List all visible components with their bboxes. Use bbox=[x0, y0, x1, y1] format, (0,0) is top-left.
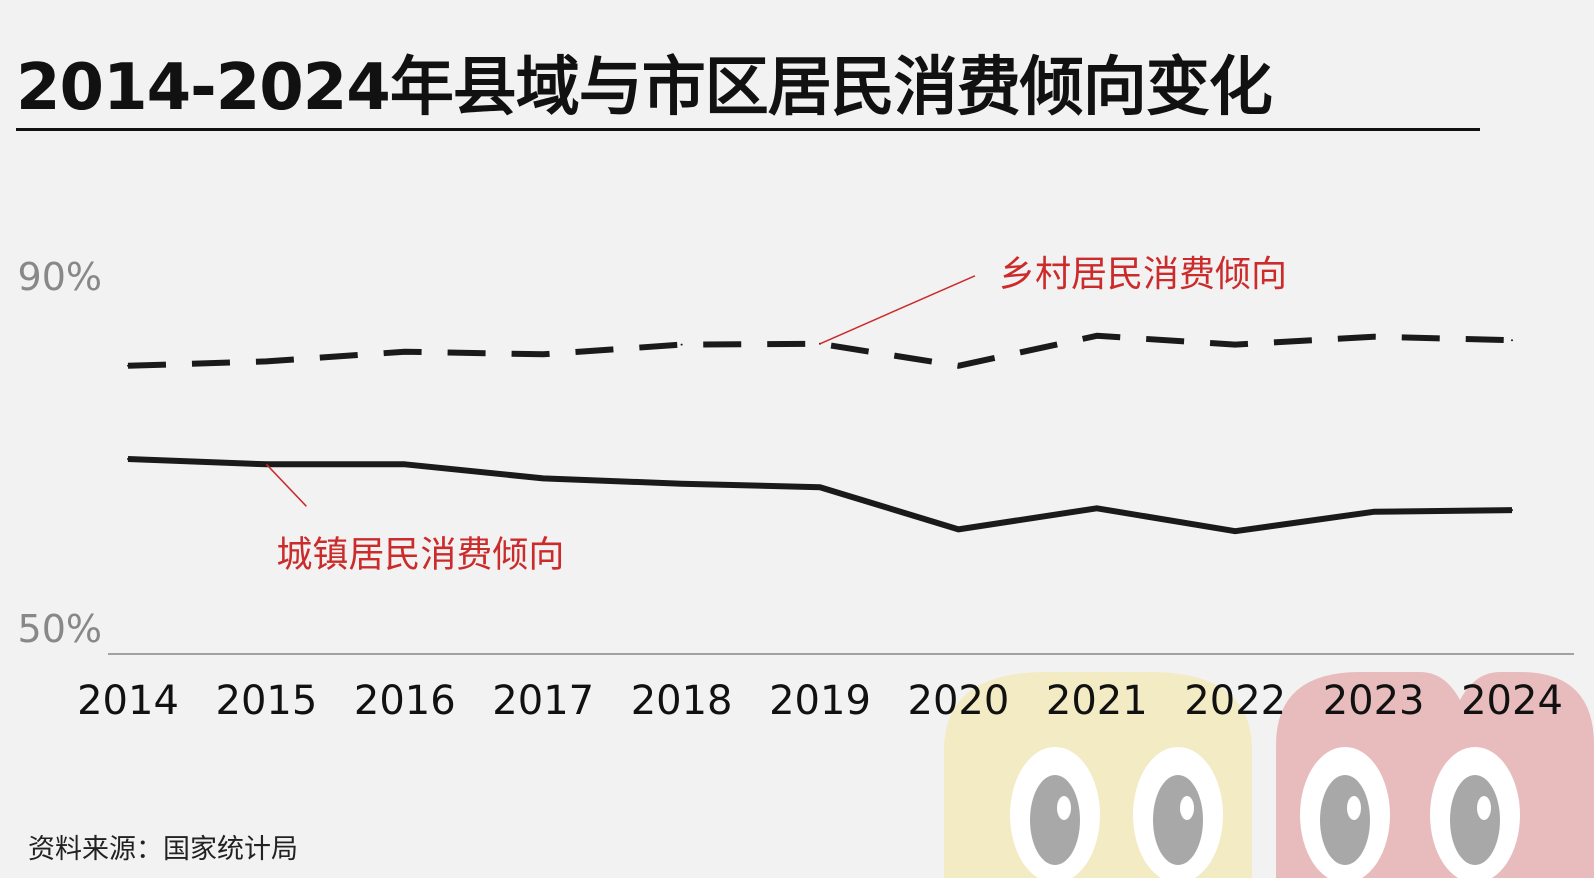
data-point bbox=[680, 343, 683, 346]
x-tick-label: 2023 bbox=[1323, 678, 1425, 724]
x-tick-label: 2024 bbox=[1461, 678, 1563, 724]
mascot-yellow-decoration bbox=[944, 672, 1252, 878]
y-tick-label: 50% bbox=[18, 607, 102, 651]
data-point bbox=[265, 360, 268, 363]
data-point bbox=[1234, 343, 1237, 346]
data-point bbox=[1372, 510, 1375, 513]
data-point bbox=[127, 458, 129, 461]
data-point bbox=[957, 528, 960, 531]
data-point bbox=[403, 463, 406, 466]
x-tick-label: 2017 bbox=[492, 678, 594, 724]
data-point bbox=[403, 350, 406, 353]
x-tick-label: 2016 bbox=[354, 678, 456, 724]
chart-title: 2014-2024年县域与市区居民消费倾向变化 bbox=[16, 51, 1273, 125]
data-point bbox=[680, 482, 683, 485]
x-tick-label: 2018 bbox=[631, 678, 733, 724]
mascot-red-decoration bbox=[1276, 672, 1594, 878]
data-point bbox=[1511, 509, 1513, 512]
rural-series-label: 乡村居民消费倾向 bbox=[999, 254, 1287, 295]
data-point bbox=[1234, 530, 1237, 533]
y-tick-label: 90% bbox=[18, 255, 102, 299]
x-tick-label: 2021 bbox=[1046, 678, 1148, 724]
x-tick-label: 2015 bbox=[216, 678, 318, 724]
data-point bbox=[819, 486, 821, 489]
data-point bbox=[957, 364, 960, 367]
x-tick-label: 2022 bbox=[1184, 678, 1286, 724]
data-point bbox=[1372, 335, 1375, 338]
x-tick-label: 2019 bbox=[769, 678, 871, 724]
data-source-note: 资料来源：国家统计局 bbox=[28, 834, 298, 865]
annotation-leader-line bbox=[265, 463, 307, 507]
rural-series-line bbox=[127, 332, 1513, 369]
data-point bbox=[127, 364, 129, 367]
data-point bbox=[1095, 334, 1098, 337]
data-point bbox=[1095, 507, 1098, 510]
urban-series-line bbox=[127, 456, 1513, 535]
title-underline bbox=[16, 128, 1480, 131]
x-tick-label: 2014 bbox=[77, 678, 179, 724]
data-point bbox=[1511, 339, 1513, 342]
data-point bbox=[542, 353, 545, 356]
data-point bbox=[542, 477, 545, 480]
x-tick-label: 2020 bbox=[908, 678, 1010, 724]
urban-series-label: 城镇居民消费倾向 bbox=[276, 534, 564, 575]
annotation-leader-line bbox=[819, 275, 976, 345]
